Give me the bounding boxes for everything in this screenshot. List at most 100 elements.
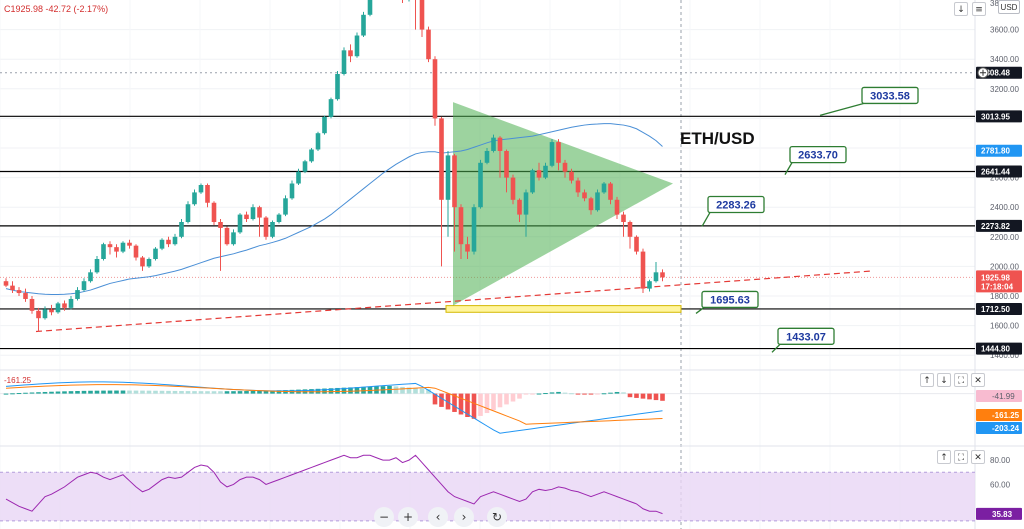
- candle-body: [296, 171, 301, 184]
- support-box: [445, 305, 682, 313]
- candle-body: [647, 281, 652, 289]
- chevron-left-icon[interactable]: ‹: [428, 507, 448, 527]
- candle: [439, 116, 444, 267]
- macd-histogram-bar: [75, 390, 80, 394]
- candle: [75, 287, 80, 301]
- currency-unit[interactable]: USD: [998, 0, 1020, 14]
- candle: [445, 150, 451, 237]
- candle-body: [309, 149, 314, 162]
- minus-icon[interactable]: −: [374, 507, 394, 527]
- candle-body: [198, 185, 204, 193]
- candle-body: [653, 272, 659, 282]
- candle-body: [582, 192, 587, 199]
- macd-histogram-bar: [328, 388, 334, 394]
- candle-body: [153, 248, 158, 259]
- candle: [367, 0, 373, 17]
- candle-body: [36, 310, 41, 319]
- price-badge-label: 2641.44: [981, 167, 1010, 176]
- candle: [432, 56, 438, 126]
- price-badge-label: 1712.50: [981, 305, 1010, 314]
- y-tick-label: 2000.00: [990, 262, 1019, 271]
- macd-histogram-bar: [192, 391, 197, 394]
- candle: [36, 307, 41, 332]
- macd-histogram-bar: [517, 393, 522, 399]
- candle: [465, 236, 470, 259]
- macd-histogram-bar: [231, 391, 236, 394]
- maximize-icon[interactable]: ⛶: [954, 373, 968, 387]
- up-arrow-icon[interactable]: ↑: [937, 450, 951, 464]
- candle: [42, 306, 48, 320]
- reset-icon[interactable]: ↻: [487, 507, 507, 527]
- candle-body: [29, 298, 35, 311]
- candle: [634, 235, 639, 255]
- candle-body: [614, 199, 620, 215]
- candle-body: [283, 198, 288, 215]
- candle: [127, 239, 132, 249]
- candle: [302, 159, 308, 174]
- candle-body: [575, 180, 581, 193]
- candle-body: [94, 259, 100, 273]
- macd-histogram-bar: [101, 390, 106, 394]
- macd-histogram-bar: [621, 392, 626, 394]
- macd-histogram-bar: [595, 393, 600, 395]
- candle-body: [432, 59, 438, 119]
- candle: [263, 216, 269, 240]
- macd-histogram-bar: [647, 393, 652, 400]
- callout-pointer: [819, 102, 865, 117]
- candle-body: [263, 217, 269, 237]
- countdown-label: 17:18:04: [981, 282, 1014, 291]
- ma-line: [5, 123, 663, 296]
- triangle-pattern: [453, 102, 673, 306]
- callouts: 3033.58 2633.70 2283.26 1695.63 1433.07: [695, 86, 919, 353]
- candle: [348, 44, 353, 63]
- down-arrow-icon[interactable]: ↓: [954, 2, 968, 16]
- callout-box: [707, 195, 765, 214]
- macd-histogram-bar: [393, 386, 399, 394]
- candle: [530, 168, 535, 194]
- macd-histogram-bar: [146, 390, 152, 394]
- down-arrow-icon[interactable]: ↓: [937, 373, 951, 387]
- candle-body: [23, 293, 28, 299]
- candle: [536, 162, 542, 181]
- macd-histogram-bar: [419, 388, 425, 394]
- candle-body: [114, 247, 119, 252]
- rsi-y-tick-label: 80.00: [990, 456, 1011, 465]
- candle: [653, 261, 659, 283]
- candle: [621, 211, 626, 237]
- callout-pointer: [784, 162, 793, 175]
- candle-body: [127, 242, 132, 246]
- menu-icon[interactable]: ≡: [972, 2, 986, 16]
- chevron-right-icon[interactable]: ›: [454, 507, 474, 527]
- candle-body: [179, 222, 184, 237]
- close-icon[interactable]: ✕: [971, 450, 985, 464]
- price-badge-label: 3308.48: [981, 69, 1010, 78]
- candle-body: [68, 298, 74, 308]
- price-badge-label: 2781.80: [981, 147, 1010, 156]
- candle: [504, 149, 509, 193]
- candle-body: [42, 309, 48, 319]
- maximize-icon[interactable]: ⛶: [954, 450, 968, 464]
- close-icon[interactable]: ✕: [971, 373, 985, 387]
- rsi-value-label: 35.83: [992, 510, 1013, 519]
- candle-body: [88, 272, 93, 282]
- macd-histogram-bar: [127, 390, 132, 394]
- candle-body: [445, 155, 451, 200]
- y-tick-label: 1600.00: [990, 322, 1019, 331]
- candle: [101, 242, 106, 261]
- up-arrow-icon[interactable]: ↑: [920, 373, 934, 387]
- macd-histogram-bar: [601, 393, 607, 395]
- candle: [562, 159, 568, 178]
- macd-histogram-bar: [569, 393, 574, 395]
- price-badge-label: 3013.95: [981, 112, 1010, 121]
- moving-average: [5, 123, 663, 296]
- candle: [244, 211, 249, 222]
- price-badge: [976, 165, 1022, 178]
- macd-histogram-bar: [523, 393, 529, 395]
- candle: [120, 241, 126, 254]
- candle-body: [185, 204, 191, 222]
- macd-histogram-bar: [491, 393, 496, 411]
- candle-body: [16, 290, 22, 294]
- candle: [627, 220, 633, 249]
- plus-icon[interactable]: +: [398, 507, 418, 527]
- callout-box: [789, 145, 847, 164]
